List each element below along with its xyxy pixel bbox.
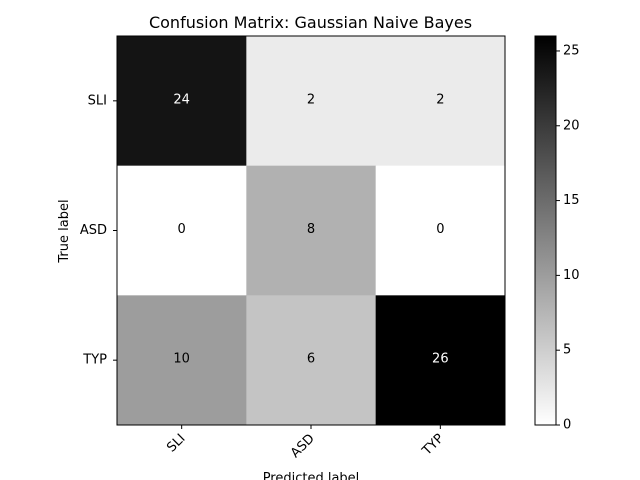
cell-value-label: 2 (436, 92, 444, 107)
cell-value-label: 6 (307, 352, 315, 367)
x-axis-ticks: SLI ASD TYP (164, 425, 447, 461)
cell-value-label: 0 (178, 222, 186, 237)
colorbar-ticks: 0 5 10 15 20 25 (556, 43, 580, 433)
y-axis-ticks: SLI ASD TYP (80, 93, 117, 368)
cell-value-label: 24 (173, 92, 190, 107)
heatmap-cell (375, 295, 506, 426)
y-tick-label: TYP (82, 353, 107, 368)
x-axis-label: Predicted label (263, 471, 360, 480)
heatmap-cell (246, 165, 377, 296)
x-tick-label: ASD (288, 431, 318, 461)
colorbar (534, 35, 557, 426)
heatmap-cell (117, 36, 247, 167)
y-axis-label: True label (57, 199, 72, 263)
x-tick-label: SLI (164, 431, 188, 455)
y-tick-label: ASD (80, 223, 107, 238)
colorbar-tick-label: 5 (563, 343, 571, 358)
x-tick-label: TYP (419, 431, 447, 459)
heatmap-cell (375, 165, 506, 296)
y-tick-label: SLI (88, 93, 107, 108)
colorbar-tick-label: 15 (563, 193, 580, 208)
heatmap-cell (117, 165, 247, 296)
colorbar-tick-label: 0 (563, 418, 571, 433)
heatmap-cell (375, 36, 506, 167)
colorbar-tick-label: 10 (563, 268, 580, 283)
colorbar-tick-label: 20 (563, 118, 580, 133)
heatmap-cell (246, 36, 377, 167)
chart-title: Confusion Matrix: Gaussian Naive Bayes (149, 13, 472, 32)
heatmap-value-labels: 24 2 2 0 8 0 10 6 26 (173, 92, 448, 366)
heatmap-cell (117, 295, 247, 426)
heatmap-cell (246, 295, 377, 426)
cell-value-label: 2 (307, 92, 315, 107)
cell-value-label: 8 (307, 222, 315, 237)
cell-value-label: 0 (436, 222, 444, 237)
heatmap-cells (117, 36, 506, 426)
cell-value-label: 26 (432, 352, 449, 367)
cell-value-label: 10 (173, 352, 190, 367)
colorbar-tick-label: 25 (563, 43, 580, 58)
